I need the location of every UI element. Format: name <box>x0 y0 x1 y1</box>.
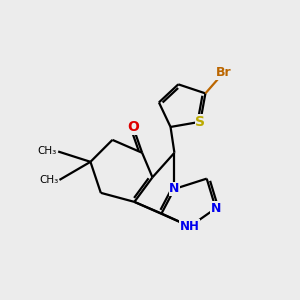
Text: O: O <box>127 120 139 134</box>
Text: N: N <box>211 202 221 215</box>
Text: CH₃: CH₃ <box>38 146 57 157</box>
Text: S: S <box>195 115 205 129</box>
Text: CH₃: CH₃ <box>39 175 58 185</box>
Text: Br: Br <box>216 66 231 79</box>
Text: N: N <box>169 182 180 196</box>
Text: NH: NH <box>180 220 200 233</box>
